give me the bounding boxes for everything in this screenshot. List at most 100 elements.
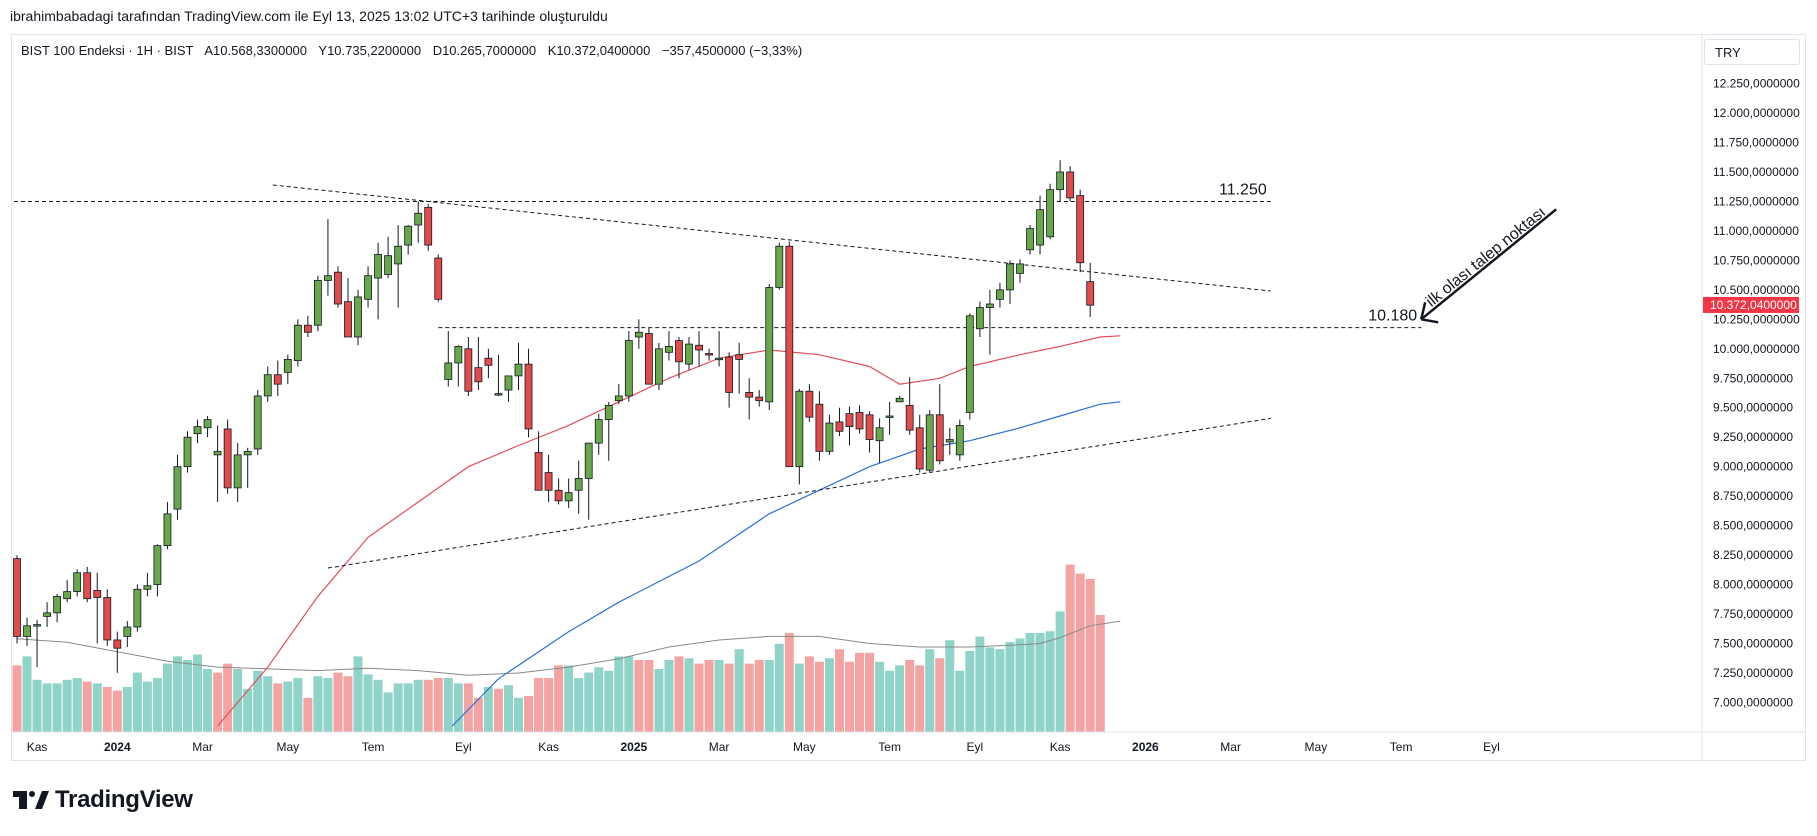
candle-body [163,513,172,547]
low-value: 10.265,7000000 [442,43,537,58]
candle [825,414,834,455]
candle [253,390,262,455]
candle [243,447,252,488]
currency-selector[interactable]: TRY [1704,39,1800,65]
ma-blue-line [451,401,1121,727]
candle-body [644,333,653,385]
candle-body [213,450,222,456]
candle-body [374,254,382,279]
volume-bars [12,564,1105,732]
time-tick-label: Kas [1050,740,1071,754]
volume-bar [42,683,52,732]
candle-body [504,375,513,391]
volume-bar [223,663,233,732]
volume-bar [684,658,694,732]
candle [263,366,272,402]
volume-bar [383,692,393,732]
price-tick-label: 10.500,0000000 [1713,283,1800,297]
candle [83,566,92,603]
tradingview-logo[interactable]: TradingView [13,786,193,814]
candle [975,301,984,338]
time-tick-label: Kas [538,740,559,754]
candle-body [624,340,633,397]
candle [223,419,232,494]
volume-bar [624,656,634,732]
volume-bar [975,636,985,732]
candle [43,602,51,627]
candle-body [313,280,322,326]
candle-body [53,595,62,614]
annotations: ilk olası talep noktası [1419,204,1557,324]
candle-body [83,572,92,600]
volume-bar [794,663,804,732]
candle [765,283,774,411]
annotation-label: ilk olası talep noktası [1423,204,1549,311]
volume-bar [1025,633,1035,732]
volume-bar [343,676,353,732]
candle-body [1066,171,1075,199]
candle [554,478,563,505]
candle [895,395,904,403]
candle [604,401,613,461]
price-tick-label: 9.250,0000000 [1713,430,1793,444]
candle-body [855,412,864,430]
candle-body [665,346,673,353]
volume-bar [152,678,162,732]
candle-body [655,348,663,385]
candle-body [604,404,613,420]
candle [905,377,914,435]
candle [715,331,723,367]
time-tick-label: Eyl [1483,740,1500,754]
price-tick-label: 8.500,0000000 [1713,519,1793,533]
candle-body [514,363,523,377]
candle-body [73,572,82,593]
price-tick-label: 9.750,0000000 [1713,371,1793,385]
candle-body [324,275,332,281]
volume-bar [213,672,223,732]
volume-bar [293,678,303,732]
candle [1066,166,1075,202]
candle [364,266,372,308]
candle-body [594,419,603,444]
candle-body [183,436,192,468]
candle [1006,260,1014,305]
volume-bar [704,660,714,732]
volume-bar [664,660,674,732]
candle-body [765,287,774,403]
candle [815,391,824,461]
volume-bar [885,670,895,732]
candle-body [153,545,162,585]
candle-body [123,626,132,637]
candle-body [464,348,473,392]
candle [273,360,282,396]
candle [655,342,663,391]
volume-bar [473,697,483,732]
open-value: 10.568,3300000 [213,43,308,58]
candle-body [584,442,593,479]
candle [454,345,463,387]
volume-bar [303,697,313,732]
candle [293,319,302,367]
candle [996,282,1004,308]
symbol-label[interactable]: BIST 100 Endeksi · 1H · BIST [21,43,194,58]
candle-body [755,396,764,402]
high-value: 10.735,2200000 [327,43,422,58]
open-key: A [204,43,214,58]
annotation-arrow-head [1419,302,1439,324]
candle-body [293,324,302,361]
candle [313,275,322,332]
volume-bar [554,665,564,732]
tradingview-logo-text: TradingView [55,786,193,813]
volume-bar [744,663,754,732]
candle [695,331,703,367]
candle [334,266,342,308]
candle-body [414,212,423,226]
price-tick-label: 11.000,0000000 [1713,224,1799,238]
candle-body [143,585,152,590]
volume-bar [353,656,363,732]
candle-body [23,625,31,637]
volume-bar [955,670,965,732]
candle [464,337,473,396]
candle-body [965,315,974,413]
